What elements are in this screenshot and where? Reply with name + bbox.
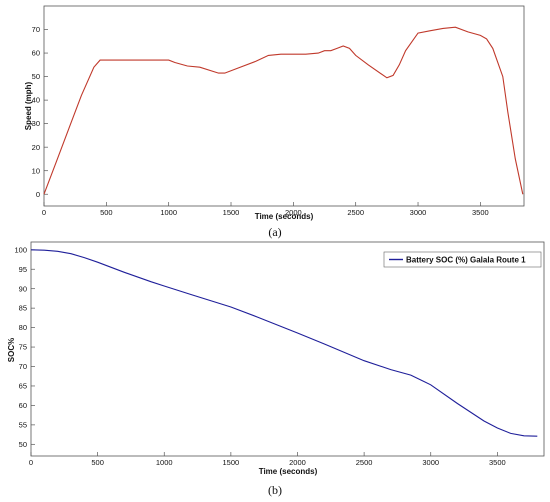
y-tick-label: 40 — [32, 96, 40, 105]
x-tick-label: 1000 — [160, 208, 177, 217]
x-tick-label: 500 — [91, 458, 104, 467]
caption-a: (a) — [268, 225, 281, 239]
y-tick-label: 100 — [14, 245, 27, 254]
soc-chart: 50 55 60 65 70 75 80 85 90 95 100 0 500 1000 1500 2000… — [7, 241, 545, 497]
y-tick-label: 55 — [19, 420, 27, 429]
y-tick-label: 95 — [19, 265, 27, 274]
y-tick-label: 90 — [19, 284, 27, 293]
y-tick-label: 30 — [32, 119, 40, 128]
y-tick-label: 85 — [19, 304, 27, 313]
y-tick-label: 20 — [32, 143, 40, 152]
x-tick-label: 2500 — [356, 458, 373, 467]
y-tick-label: 50 — [32, 72, 40, 81]
x-tick-label: 1500 — [223, 208, 240, 217]
y-tick-label: 10 — [32, 166, 40, 175]
x-tick-label: 2000 — [289, 458, 306, 467]
x-tick-label: 500 — [100, 208, 113, 217]
y-tick-label: 60 — [32, 49, 40, 58]
soc-series-line — [30, 249, 538, 437]
y-tick-label: 50 — [19, 440, 27, 449]
speed-series-line — [43, 26, 524, 195]
soc-chart-frame — [30, 241, 545, 457]
soc-legend-box — [383, 251, 542, 268]
speed-chart: 0 10 20 30 40 50 60 70 0 500 1000 1500 2000 2500 3000… — [24, 5, 525, 239]
x-tick-label: 1500 — [223, 458, 240, 467]
x-tick-label: 2000 — [285, 208, 302, 217]
y-tick-label: 70 — [19, 362, 27, 371]
y-tick-label: 80 — [19, 323, 27, 332]
x-tick-label: 3000 — [410, 208, 427, 217]
speed-y-axis-label: Speed (mph) — [24, 81, 33, 130]
x-tick-label: 3000 — [422, 458, 439, 467]
soc-y-axis-label: SOC% — [7, 338, 16, 362]
speed-chart-frame — [43, 5, 525, 207]
x-tick-label: 3500 — [472, 208, 489, 217]
y-tick-label: 65 — [19, 382, 27, 391]
x-tick-label: 2500 — [347, 208, 364, 217]
soc-legend: Battery SOC (%) Galala Route 1 — [383, 251, 542, 268]
y-tick-label: 60 — [19, 401, 27, 410]
y-tick-label: 70 — [32, 25, 40, 34]
speed-x-axis-label: Time (seconds) — [255, 212, 314, 221]
soc-legend-label: Battery SOC (%) Galala Route 1 — [406, 256, 526, 265]
x-tick-label: 0 — [29, 458, 33, 467]
y-tick-label: 0 — [36, 190, 40, 199]
x-tick-label: 0 — [42, 208, 46, 217]
caption-b: (b) — [268, 483, 282, 497]
y-tick-label: 75 — [19, 343, 27, 352]
x-tick-label: 3500 — [489, 458, 506, 467]
x-tick-label: 1000 — [156, 458, 173, 467]
soc-x-axis-label: Time (seconds) — [259, 467, 318, 476]
